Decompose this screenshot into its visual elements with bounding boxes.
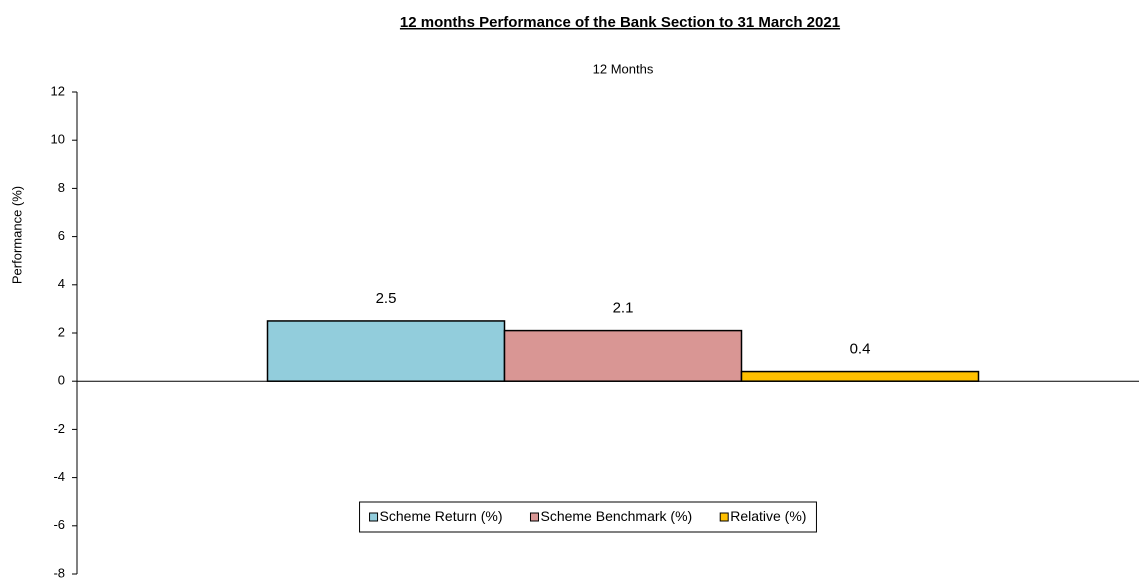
y-tick-label: -2 — [53, 421, 65, 436]
bar — [266, 320, 506, 382]
category-label: 12 Months — [593, 61, 654, 76]
y-tick-label: 12 — [51, 83, 65, 98]
legend-label: Scheme Return (%) — [380, 508, 503, 524]
legend: Scheme Return (%) Scheme Benchmark (%) Rel… — [359, 501, 817, 533]
y-tick-label: 6 — [58, 228, 65, 243]
bar — [503, 329, 743, 382]
value-label: 2.5 — [376, 290, 397, 307]
legend-label: Relative (%) — [730, 508, 806, 524]
y-tick-label: 2 — [58, 324, 65, 339]
value-label: 0.4 — [850, 341, 871, 358]
bar — [740, 370, 980, 382]
y-tick-label: 10 — [51, 132, 65, 147]
legend-box — [359, 501, 817, 533]
legend-swatch — [369, 512, 379, 522]
y-axis-label: Performance (%) — [9, 186, 24, 284]
legend-swatch — [529, 512, 539, 522]
y-tick-label: 4 — [58, 276, 65, 291]
y-tick-label: 0 — [58, 373, 65, 388]
legend-label: Scheme Benchmark (%) — [540, 508, 692, 524]
value-label: 2.1 — [613, 300, 634, 317]
y-tick-label: -8 — [53, 565, 65, 580]
y-tick-label: -6 — [53, 517, 65, 532]
y-tick-label: 8 — [58, 180, 65, 195]
chart-title: 12 months Performance of the Bank Sectio… — [400, 14, 840, 31]
legend-swatch — [719, 512, 729, 522]
y-tick-label: -4 — [53, 469, 65, 484]
